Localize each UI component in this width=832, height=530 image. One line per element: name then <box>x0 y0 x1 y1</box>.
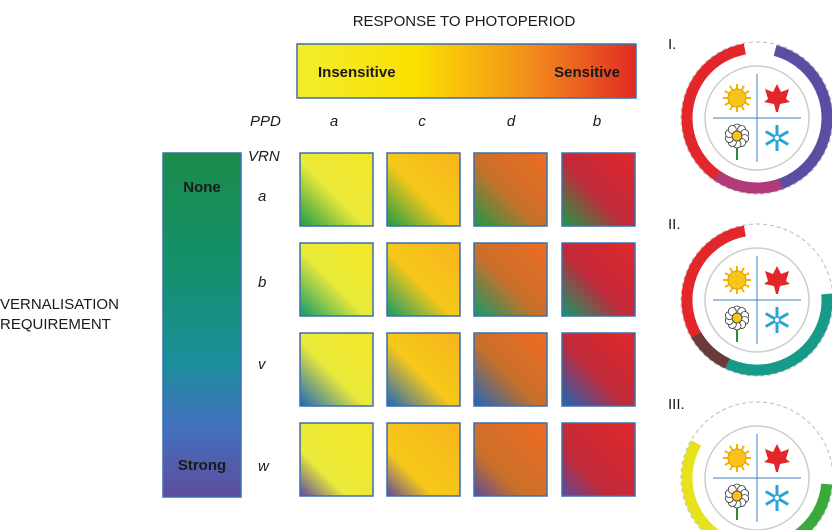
ppd-allele: c <box>418 113 426 130</box>
vrn-allele: b <box>258 274 266 291</box>
side-title-line: VERNALISATION <box>0 296 119 313</box>
ppd-label: PPD <box>250 113 281 130</box>
grid-cell <box>300 333 373 406</box>
ppd-allele: d <box>507 113 516 130</box>
daisy-center <box>732 131 742 141</box>
grid-cell <box>562 153 635 226</box>
grid-cell <box>300 423 373 496</box>
grid-cell <box>387 423 460 496</box>
grid-cell <box>300 153 373 226</box>
grid-cell <box>387 333 460 406</box>
season-arc <box>717 175 781 188</box>
page: RESPONSE TO PHOTOPERIOD Insensitive Sens… <box>0 0 832 530</box>
diagram: RESPONSE TO PHOTOPERIOD Insensitive Sens… <box>0 0 832 530</box>
grid-cell <box>387 243 460 316</box>
grid-cell <box>474 423 547 496</box>
panel-label: I. <box>668 36 676 53</box>
sun <box>728 449 746 467</box>
vrn-allele: v <box>258 356 267 373</box>
header-title: RESPONSE TO PHOTOPERIOD <box>353 13 576 30</box>
daisy-center <box>732 313 742 323</box>
grid-cell <box>474 243 547 316</box>
grid-cell <box>562 423 635 496</box>
snowflake-core <box>774 317 780 323</box>
sun <box>728 89 746 107</box>
side-title-line: REQUIREMENT <box>0 316 111 333</box>
ppd-allele: a <box>330 113 338 130</box>
sensitive-label: Sensitive <box>554 64 620 81</box>
vernalisation-bar <box>163 153 241 497</box>
sun <box>728 271 746 289</box>
ppd-allele: b <box>593 113 601 130</box>
daisy-center <box>732 491 742 501</box>
grid-cell <box>387 153 460 226</box>
vrn-label: VRN <box>248 148 280 165</box>
grid-cell <box>562 243 635 316</box>
panel-label: II. <box>668 216 681 233</box>
vrn-allele: a <box>258 188 266 205</box>
strong-label: Strong <box>178 457 226 474</box>
snowflake-core <box>774 495 780 501</box>
vrn-allele: w <box>258 458 270 475</box>
grid-cell <box>562 333 635 406</box>
panel-label: III. <box>668 396 685 413</box>
insensitive-label: Insensitive <box>318 64 396 81</box>
grid-cell <box>300 243 373 316</box>
grid-cell <box>474 153 547 226</box>
grid-cell <box>474 333 547 406</box>
none-label: None <box>183 179 221 196</box>
snowflake-core <box>774 135 780 141</box>
